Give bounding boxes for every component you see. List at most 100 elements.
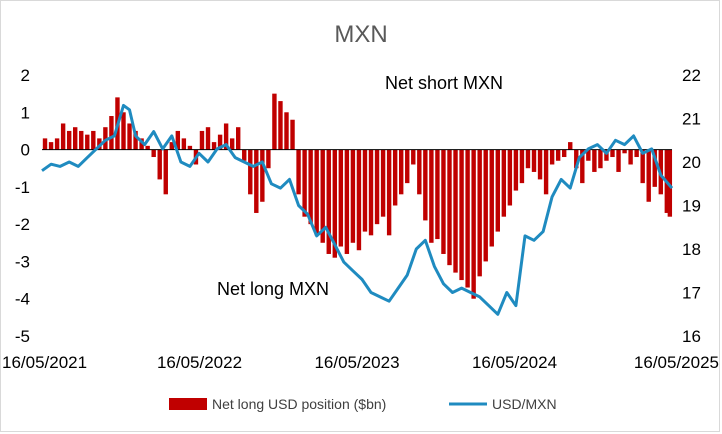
bar <box>211 142 217 150</box>
bar <box>326 149 331 254</box>
bar <box>199 130 205 150</box>
bar <box>568 142 573 150</box>
bar <box>525 149 531 169</box>
bar <box>628 149 633 165</box>
bar <box>157 149 162 180</box>
bar <box>175 130 181 150</box>
bar <box>634 149 639 158</box>
x-tick-label: 16/05/2022 <box>157 353 242 372</box>
bar <box>103 127 108 150</box>
bar <box>574 149 579 169</box>
y-left-tick-label: -3 <box>15 252 30 271</box>
y-right-tick-label: 20 <box>682 153 701 172</box>
bar <box>314 149 319 236</box>
bar <box>205 127 211 150</box>
bar <box>73 127 78 150</box>
bar <box>266 149 271 169</box>
bar <box>296 149 301 195</box>
bar <box>284 112 289 150</box>
bar <box>308 149 313 225</box>
bar <box>85 134 90 150</box>
bar <box>507 149 513 206</box>
bar <box>338 149 344 247</box>
usdmxn-line <box>41 103 674 316</box>
bar <box>91 130 96 150</box>
bar <box>598 149 603 169</box>
bar <box>423 149 428 221</box>
bar <box>229 138 235 150</box>
y-right-tick-label: 17 <box>682 284 701 303</box>
legend: Net long USD position ($bn) USD/MXN <box>169 396 557 412</box>
right-axis: 22 21 20 19 18 17 16 <box>682 66 701 346</box>
chart-title: MXN <box>334 21 387 48</box>
bar <box>66 130 72 150</box>
bar <box>453 149 458 273</box>
bar <box>236 127 241 150</box>
y-left-tick-label: -4 <box>15 290 30 309</box>
y-right-tick-label: 16 <box>682 327 701 346</box>
bar <box>398 149 404 195</box>
bar <box>441 149 446 254</box>
bar <box>604 149 609 161</box>
y-left-tick-label: 1 <box>21 103 30 122</box>
y-left-tick-label: -1 <box>15 178 30 197</box>
bar <box>163 149 168 195</box>
bar <box>465 149 470 288</box>
bar <box>435 149 440 240</box>
bar <box>471 149 476 299</box>
y-right-tick-label: 18 <box>682 240 701 259</box>
bar <box>531 149 537 172</box>
x-tick-label: 16/05/2024 <box>472 353 557 372</box>
y-left-tick-label: -5 <box>15 327 30 346</box>
bar <box>242 149 247 161</box>
bar <box>489 149 494 247</box>
x-tick-label: 16/05/2025 <box>634 353 719 372</box>
bar <box>392 149 398 206</box>
bar <box>272 93 277 150</box>
annotation-net-short: Net short MXN <box>385 73 503 93</box>
bar <box>411 149 416 165</box>
bar <box>356 149 362 251</box>
bar <box>217 134 223 150</box>
legend-bar-swatch <box>169 398 207 410</box>
bar <box>48 142 54 150</box>
y-right-tick-label: 21 <box>682 110 701 129</box>
bar-series <box>42 93 673 299</box>
legend-bar-label: Net long USD position ($bn) <box>212 396 386 412</box>
bar <box>374 149 380 225</box>
y-left-tick-label: 0 <box>21 141 30 160</box>
left-axis: 2 1 0 -1 -2 -3 -4 -5 <box>15 66 30 346</box>
bar <box>580 149 585 184</box>
bar <box>405 149 410 184</box>
y-right-tick-label: 19 <box>682 197 701 216</box>
bar <box>133 130 138 150</box>
bar <box>616 149 621 172</box>
legend-line-label: USD/MXN <box>492 396 557 412</box>
bar <box>254 149 259 213</box>
bar <box>543 149 549 195</box>
bar <box>477 149 482 277</box>
bar <box>586 149 591 161</box>
bar <box>513 149 519 191</box>
bar <box>248 149 253 195</box>
bar <box>549 149 555 165</box>
bar <box>290 119 295 150</box>
bar <box>459 149 464 281</box>
bar <box>169 142 174 150</box>
bar <box>380 149 386 217</box>
bar <box>561 149 567 158</box>
bar <box>622 149 627 154</box>
x-tick-label: 16/05/2021 <box>2 353 87 372</box>
bar <box>386 149 392 236</box>
bar <box>54 138 60 150</box>
bar <box>537 149 543 180</box>
bar <box>610 149 615 158</box>
bar <box>646 149 651 202</box>
bar <box>652 149 657 187</box>
bar <box>302 149 307 217</box>
bar <box>109 116 114 150</box>
bar <box>139 138 144 150</box>
bar <box>60 123 66 150</box>
bar <box>151 149 156 158</box>
